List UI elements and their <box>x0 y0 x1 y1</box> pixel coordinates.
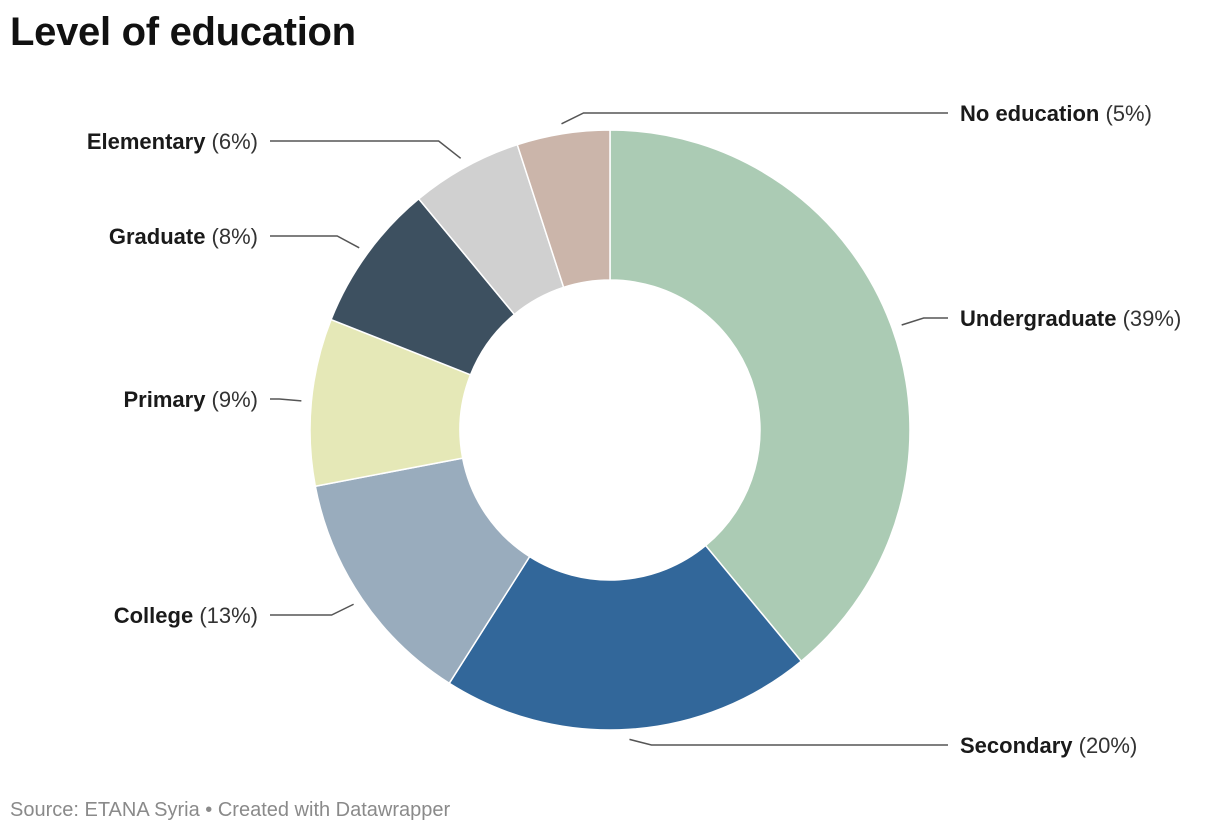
source-text: Source: ETANA Syria <box>10 799 200 821</box>
slice-label-name: Secondary <box>960 733 1073 758</box>
slice-label-percent: (39%) <box>1116 306 1181 331</box>
leader-lines-group <box>270 112 948 746</box>
slice-label-percent: (6%) <box>205 129 258 154</box>
slice-label-name: Graduate <box>109 224 206 249</box>
leader-line-graduate <box>270 235 360 249</box>
credit-link[interactable]: Created with Datawrapper <box>217 799 451 821</box>
slice-label-percent: (5%) <box>1099 101 1152 126</box>
slice-secondary[interactable] <box>448 544 803 731</box>
slice-label-college: College (13%) <box>114 603 258 628</box>
slice-label-graduate: Graduate (8%) <box>109 224 258 249</box>
slice-label-name: Undergraduate <box>960 306 1116 331</box>
slice-label-percent: (8%) <box>205 224 258 249</box>
slice-label-name: Elementary <box>87 129 206 154</box>
chart-title: Level of education <box>10 10 356 54</box>
slice-label-percent: (9%) <box>205 387 258 412</box>
slice-label-percent: (13%) <box>193 603 258 628</box>
leader-line-primary <box>270 398 302 402</box>
slice-label-elementary: Elementary (6%) <box>87 129 258 154</box>
slice-undergraduate[interactable] <box>609 129 911 663</box>
slice-label-name: No education <box>960 101 1099 126</box>
slice-label-percent: (20%) <box>1073 733 1138 758</box>
slice-label-secondary: Secondary (20%) <box>960 733 1137 758</box>
slice-label-name: Primary <box>123 387 206 412</box>
labels-group: Undergraduate (39%) Secondary (20%) Colleg… <box>87 101 1181 758</box>
slice-label-primary: Primary (9%) <box>123 387 258 412</box>
slice-label-undergraduate: Undergraduate (39%) <box>960 306 1181 331</box>
slices-group <box>309 129 911 731</box>
leader-line-no-education <box>561 112 948 125</box>
leader-line-college <box>270 603 354 616</box>
footer-separator: • <box>205 799 213 821</box>
leader-line-secondary <box>629 738 948 746</box>
footer: Source: ETANA Syria • Created with Dataw… <box>10 799 450 822</box>
leader-line-elementary <box>270 140 462 159</box>
slice-label-name: College <box>114 603 193 628</box>
slice-no-education[interactable] <box>516 129 611 289</box>
slice-label-no-education: No education (5%) <box>960 101 1152 126</box>
leader-line-undergraduate <box>901 317 948 326</box>
